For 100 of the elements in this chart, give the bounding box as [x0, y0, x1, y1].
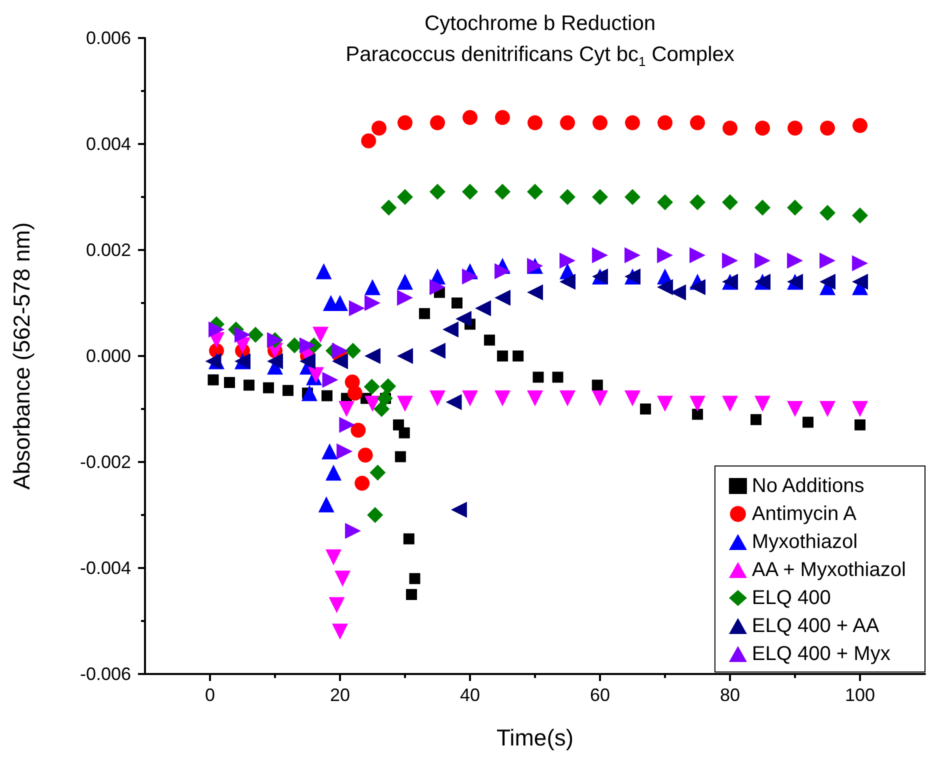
point — [345, 522, 361, 539]
y-tick-label: -0.004 — [80, 558, 131, 578]
point — [376, 390, 393, 406]
point — [364, 279, 380, 296]
point — [430, 184, 446, 200]
point — [338, 401, 354, 417]
point — [787, 200, 803, 216]
point — [332, 624, 348, 640]
y-tick-label: 0.002 — [86, 240, 131, 260]
point — [494, 390, 510, 406]
point — [322, 372, 338, 388]
y-tick-label: 0.006 — [86, 28, 131, 48]
x-axis-title: Time(s) — [496, 724, 574, 750]
point — [312, 326, 328, 343]
point — [397, 189, 413, 205]
point — [462, 268, 478, 284]
point — [532, 372, 544, 383]
point — [560, 274, 576, 290]
point — [397, 290, 413, 306]
point — [754, 252, 770, 269]
point — [354, 476, 370, 491]
point — [497, 350, 508, 362]
y-tick-label: 0.004 — [86, 134, 131, 154]
y-axis-title: Absorbance (562-578 nm) — [8, 222, 34, 490]
point — [367, 507, 384, 523]
point — [852, 274, 868, 290]
point — [592, 390, 608, 406]
legend-label: ELQ 400 + AA — [752, 615, 880, 637]
point — [348, 300, 365, 316]
point — [322, 390, 332, 402]
point — [852, 255, 868, 272]
point — [372, 120, 386, 136]
point — [300, 337, 316, 354]
point — [267, 353, 283, 370]
point — [301, 385, 318, 402]
point — [456, 310, 472, 327]
point — [430, 342, 446, 359]
point — [350, 422, 366, 438]
point — [364, 295, 380, 311]
point — [690, 115, 705, 130]
point — [820, 401, 836, 417]
point — [560, 115, 575, 130]
point — [560, 189, 576, 205]
point — [657, 247, 673, 264]
point — [208, 374, 219, 386]
point — [248, 326, 264, 343]
point — [592, 380, 603, 391]
point — [394, 451, 406, 462]
point — [339, 416, 356, 433]
point — [397, 348, 413, 364]
point — [462, 184, 478, 200]
x-tick-label: 60 — [590, 685, 610, 705]
point — [452, 298, 462, 308]
point — [336, 443, 353, 460]
point — [750, 414, 762, 426]
point — [484, 334, 495, 346]
point — [722, 120, 738, 136]
point — [370, 464, 386, 481]
point — [332, 342, 348, 359]
point — [625, 115, 640, 130]
point — [380, 200, 397, 216]
point — [361, 133, 376, 148]
point — [494, 184, 510, 200]
point — [624, 189, 640, 205]
point — [316, 263, 332, 280]
point — [552, 372, 564, 383]
point — [787, 401, 803, 417]
point — [347, 386, 362, 401]
point — [205, 353, 222, 370]
point — [406, 589, 417, 600]
point — [754, 200, 770, 216]
point — [495, 110, 510, 125]
legend-label: ELQ 400 + Myx — [752, 643, 890, 665]
point — [326, 464, 342, 481]
point — [430, 115, 445, 130]
point — [657, 194, 673, 210]
point — [512, 350, 524, 362]
point — [528, 115, 542, 130]
point — [592, 247, 608, 264]
point — [446, 394, 462, 410]
point — [475, 300, 491, 316]
point — [788, 120, 802, 136]
x-tick-label: 80 — [720, 685, 740, 705]
point — [334, 570, 351, 587]
point — [820, 252, 836, 269]
point — [527, 184, 543, 200]
point — [640, 404, 651, 414]
point — [419, 308, 430, 320]
point — [380, 378, 396, 394]
point — [318, 496, 334, 512]
point — [300, 353, 316, 370]
point — [364, 378, 380, 395]
point — [345, 342, 361, 359]
y-tick-label: -0.006 — [80, 664, 131, 684]
point — [397, 274, 413, 290]
point — [690, 194, 706, 210]
point — [397, 396, 413, 412]
point — [462, 110, 478, 125]
point — [852, 208, 868, 224]
point — [560, 390, 576, 406]
